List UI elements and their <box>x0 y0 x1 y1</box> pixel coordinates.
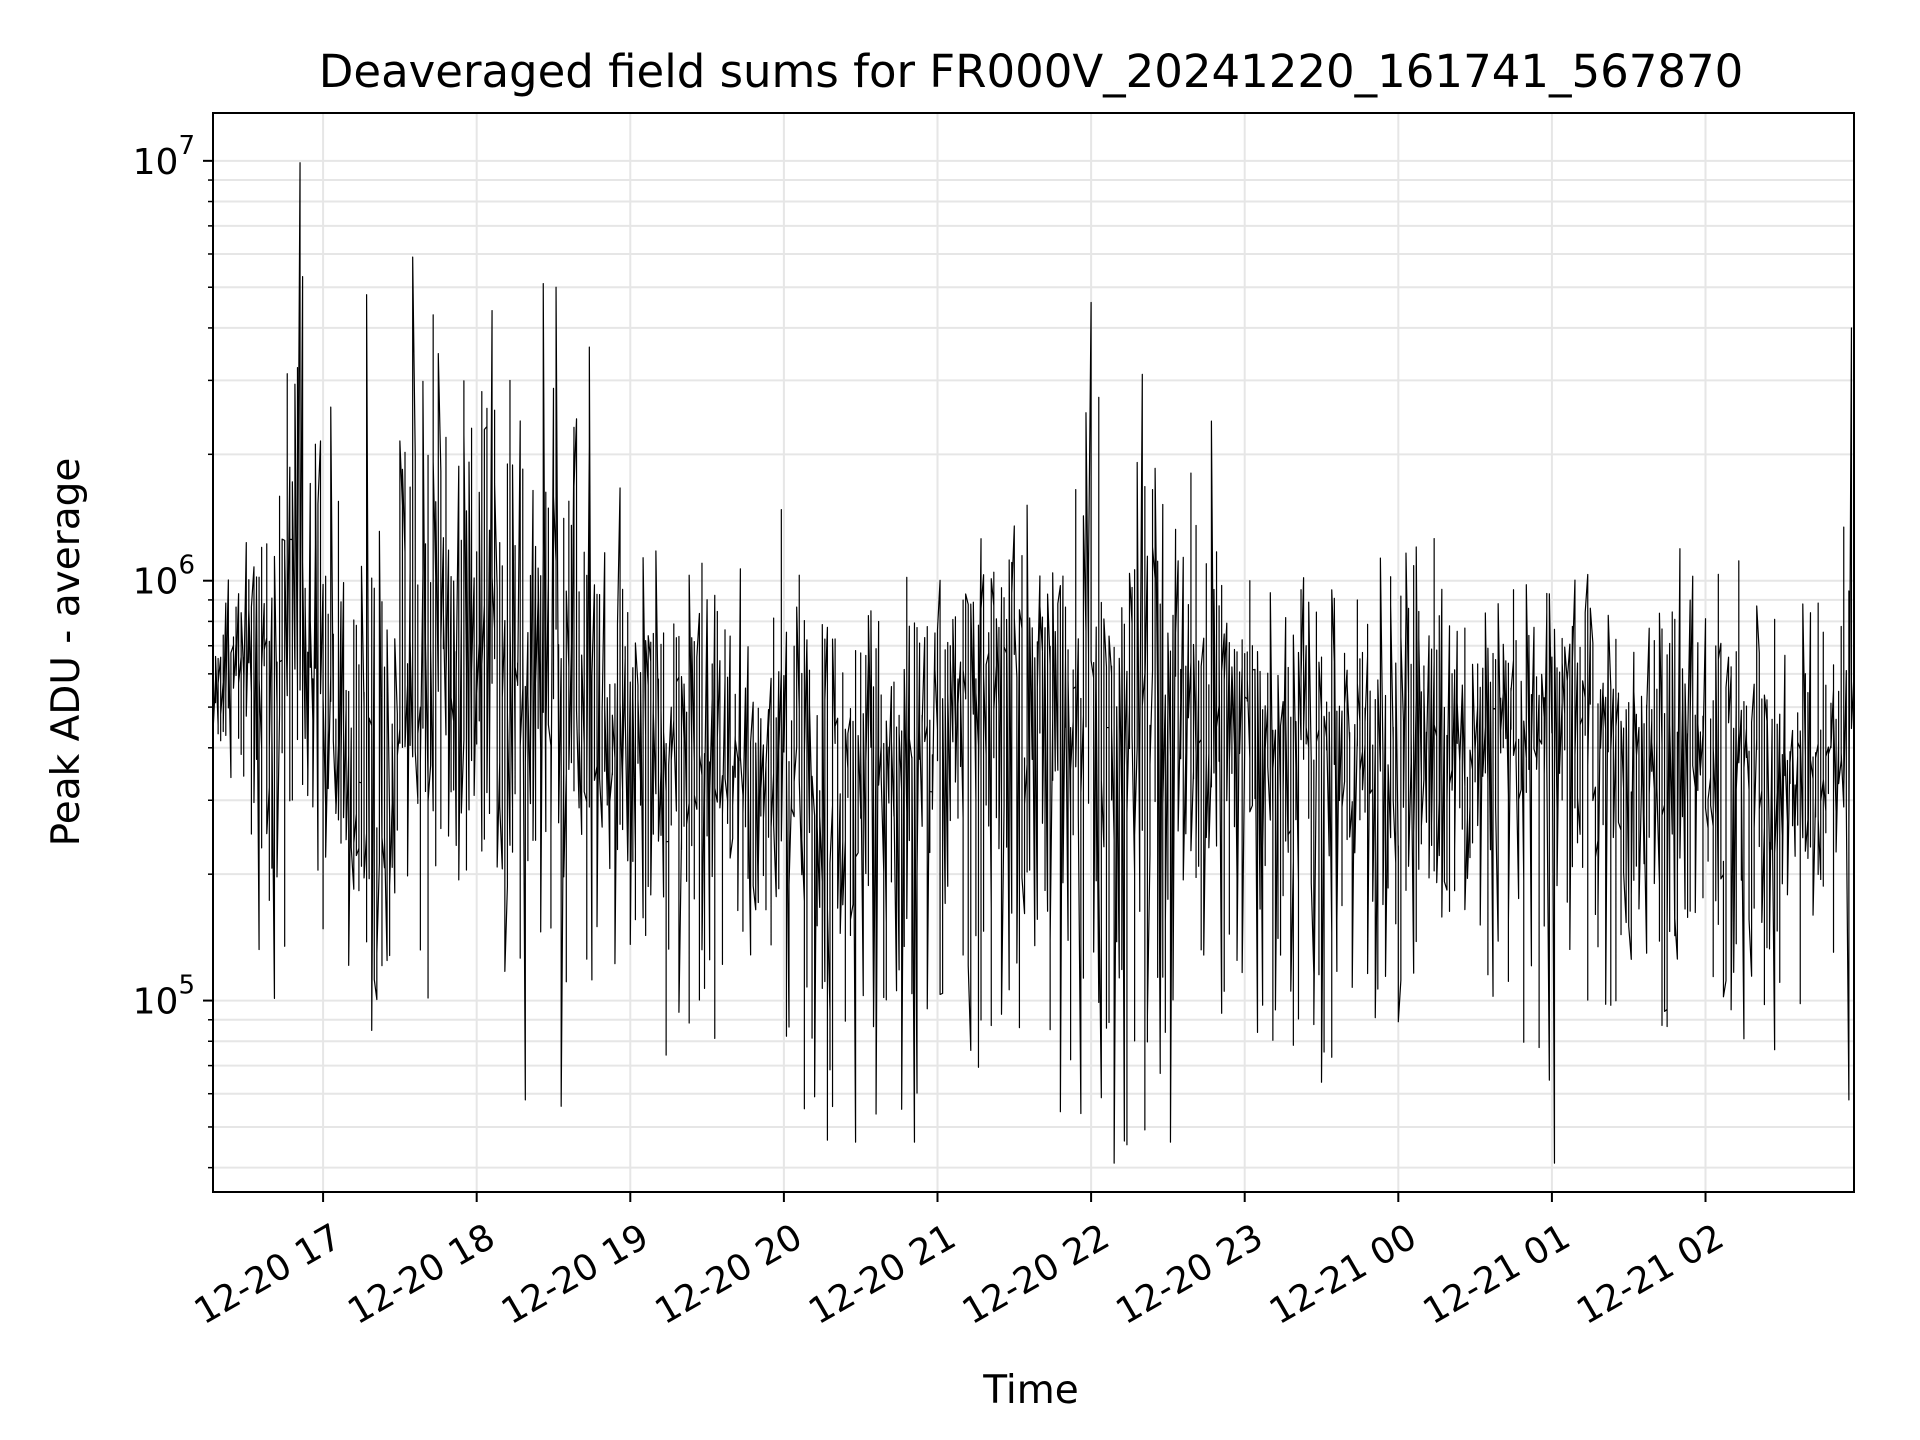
series-group <box>212 162 1855 1164</box>
plot-frame <box>212 112 1855 1193</box>
x-axis-label: Time <box>982 1368 1078 1413</box>
y-tick-label: 107 <box>133 131 195 183</box>
series-line <box>212 162 1855 1164</box>
y-axis-label: Peak ADU - average <box>44 458 89 847</box>
y-ticks: 105 106 107 <box>133 131 213 1023</box>
chart-title: Deaveraged field sums for FR000V_2024122… <box>319 45 1744 98</box>
y-tick-label: 105 <box>133 971 195 1023</box>
y-tick-label: 106 <box>133 551 195 603</box>
